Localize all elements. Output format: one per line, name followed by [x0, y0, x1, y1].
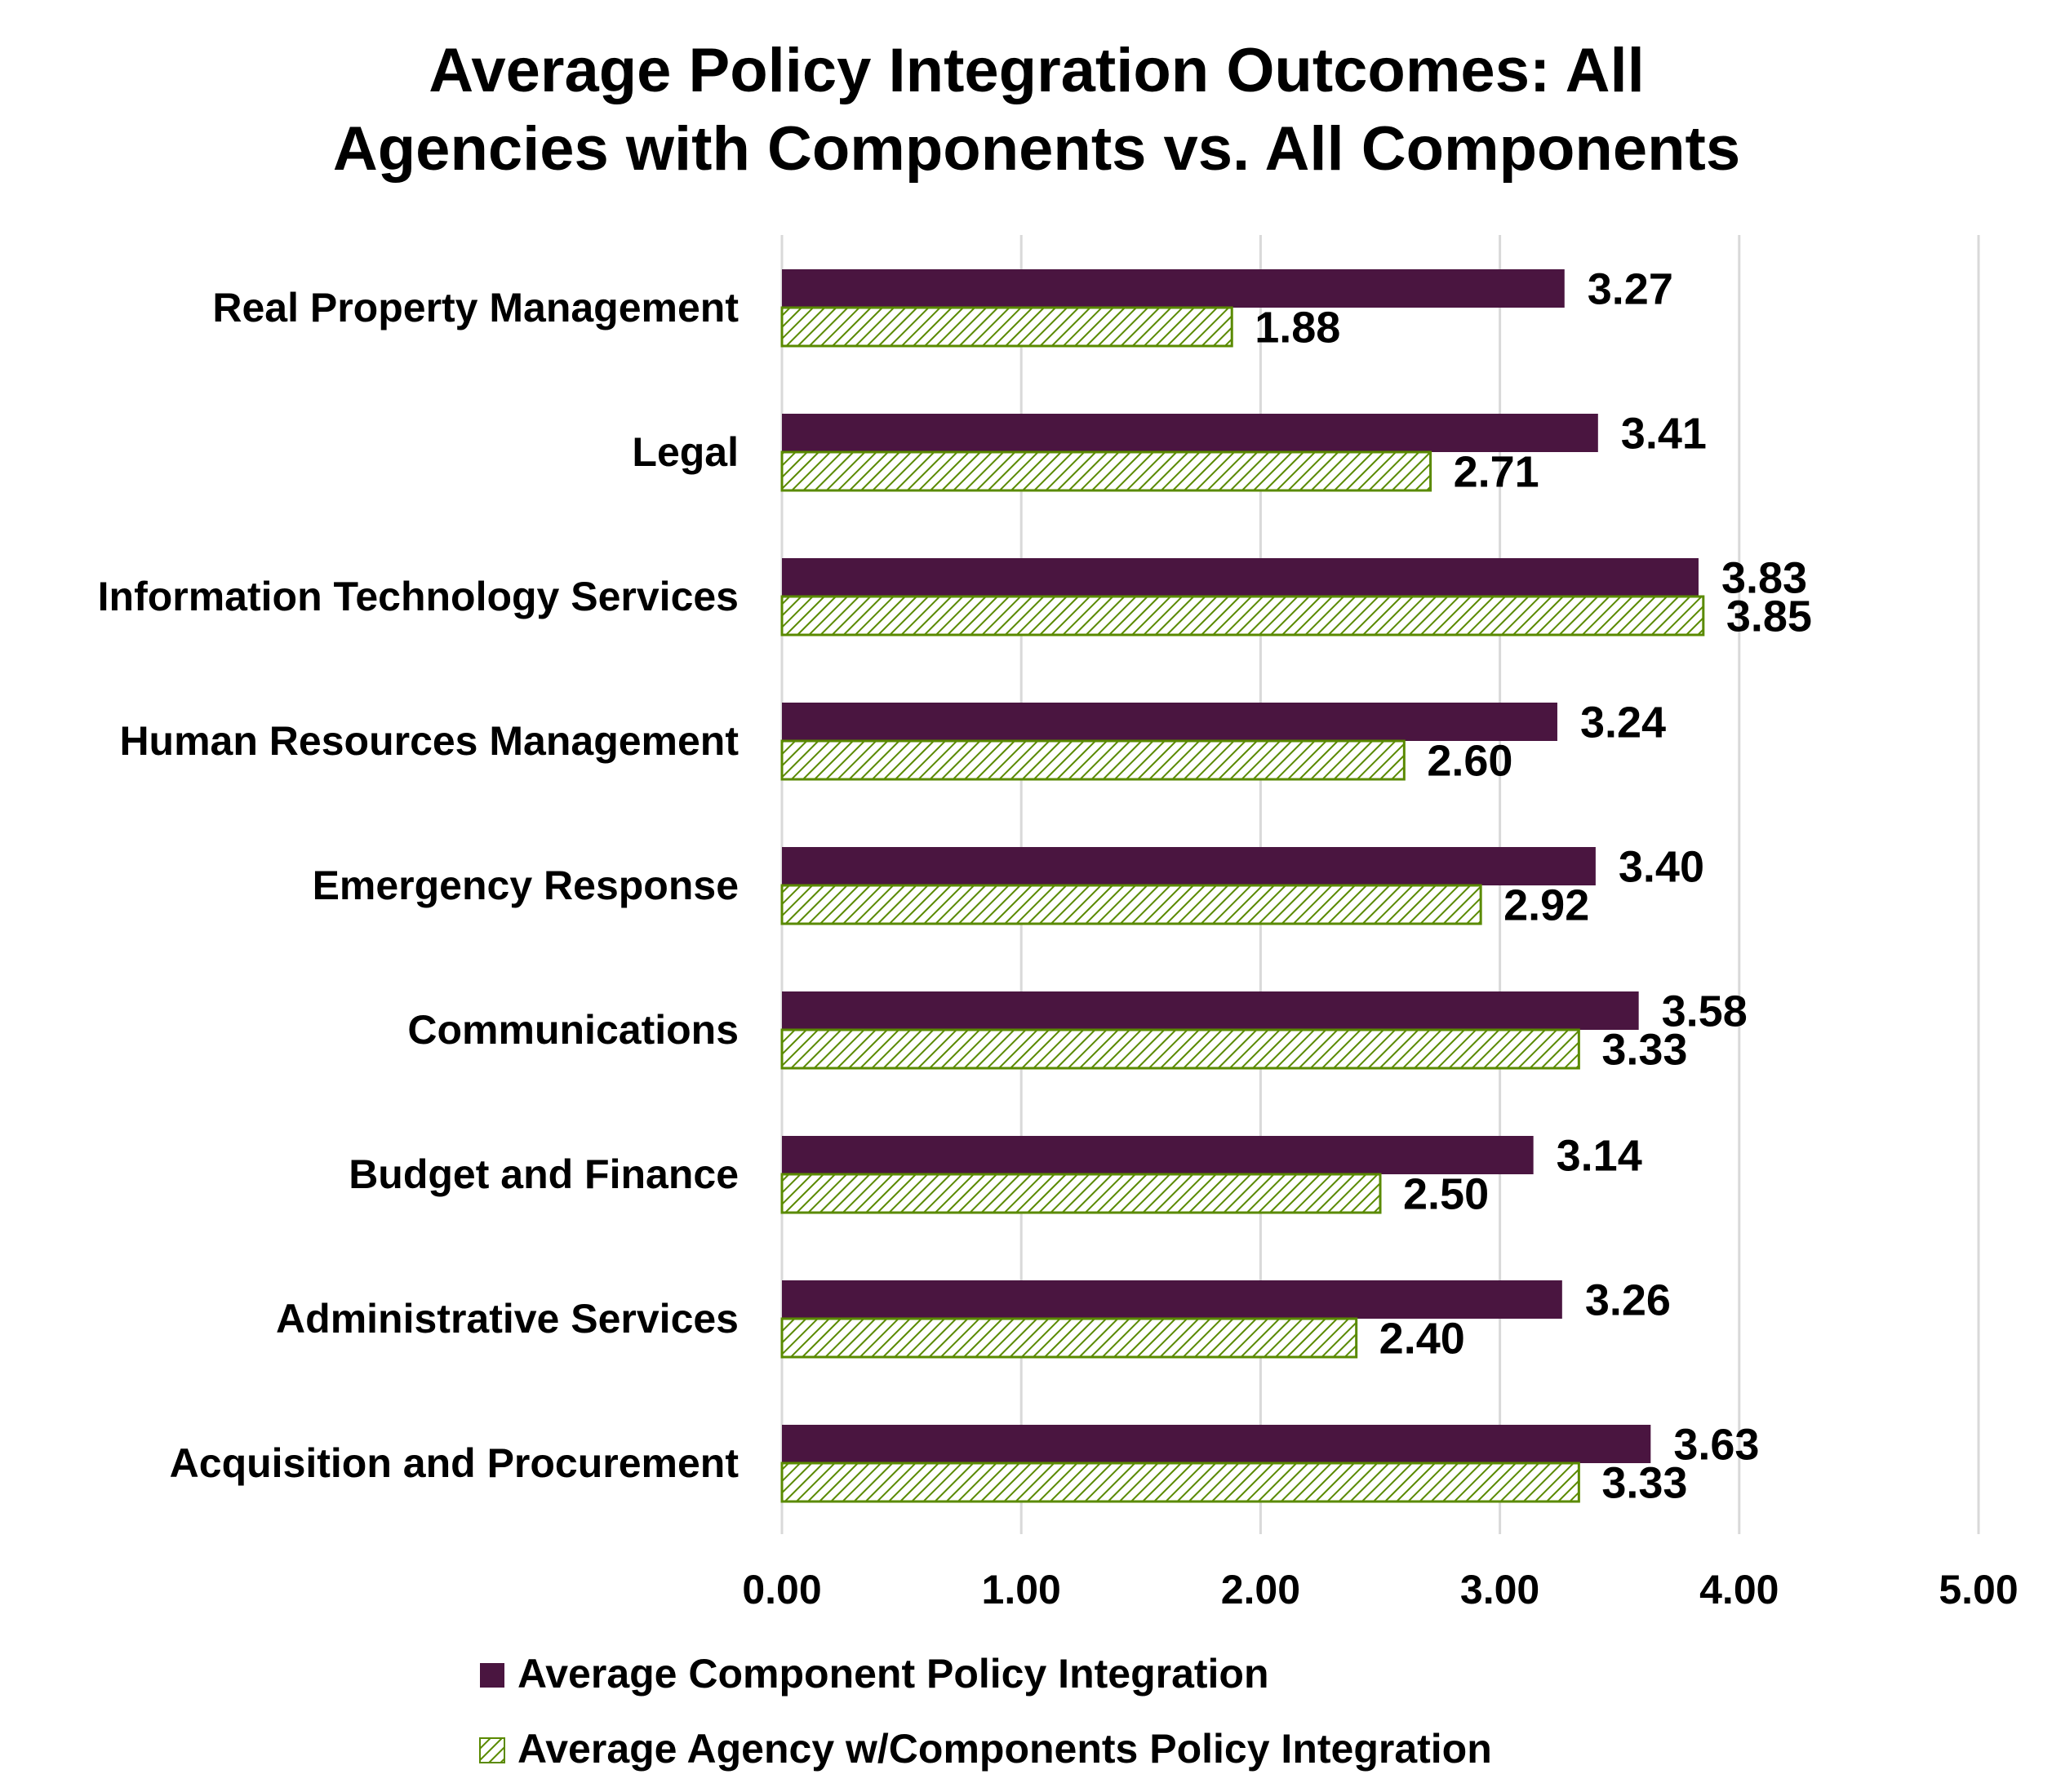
- x-tick-label: 3.00: [1460, 1567, 1539, 1612]
- bar-component: [782, 414, 1598, 452]
- data-label: 3.41: [1621, 410, 1707, 459]
- bar-agency: [780, 739, 1406, 781]
- data-label: 3.83: [1721, 554, 1807, 603]
- category-label: Administrative Services: [276, 1296, 739, 1342]
- bar-agency: [780, 1028, 1580, 1070]
- x-tick-label: 5.00: [1939, 1567, 2018, 1612]
- bar-agency: [780, 595, 1705, 637]
- legend-swatch-agency: [479, 1737, 505, 1763]
- legend: Average Component Policy Integration Ave…: [479, 1651, 1492, 1772]
- bar-component: [782, 269, 1565, 308]
- bar-agency: [780, 1462, 1580, 1503]
- bar-component: [782, 847, 1596, 885]
- legend-label-component: Average Component Policy Integration: [517, 1651, 1269, 1697]
- data-label: 3.24: [1580, 699, 1666, 747]
- category-label: Legal: [632, 429, 739, 475]
- legend-label-agency: Average Agency w/Components Policy Integ…: [517, 1726, 1492, 1772]
- data-label: 3.85: [1726, 592, 1812, 641]
- data-label: 3.40: [1619, 843, 1704, 892]
- data-label: 3.14: [1557, 1132, 1642, 1181]
- data-label: 3.33: [1601, 1026, 1687, 1075]
- bar-component: [782, 1136, 1534, 1174]
- data-label: 2.92: [1503, 881, 1589, 930]
- bar-component: [782, 558, 1699, 597]
- data-label: 2.40: [1379, 1315, 1465, 1364]
- category-label: Information Technology Services: [98, 574, 739, 619]
- data-label: 3.26: [1585, 1276, 1671, 1325]
- x-tick-label: 2.00: [1221, 1567, 1300, 1612]
- legend-swatch-component: [480, 1663, 504, 1688]
- category-label: Communications: [407, 1007, 739, 1053]
- category-label: Human Resources Management: [119, 718, 739, 764]
- category-label: Acquisition and Procurement: [170, 1440, 740, 1486]
- x-tick-label: 1.00: [982, 1567, 1061, 1612]
- x-tick-label: 4.00: [1699, 1567, 1779, 1612]
- bar-component: [782, 991, 1639, 1030]
- x-tick-label: 0.00: [742, 1567, 821, 1612]
- bar-agency: [780, 450, 1432, 492]
- category-label: Budget and Finance: [349, 1151, 739, 1197]
- data-label: 1.88: [1255, 304, 1340, 353]
- bar-component: [782, 1280, 1562, 1319]
- category-label: Emergency Response: [313, 863, 739, 908]
- data-label: 3.58: [1662, 987, 1748, 1036]
- data-label: 2.50: [1403, 1170, 1489, 1219]
- data-label: 3.27: [1588, 265, 1673, 314]
- bar-agency: [780, 884, 1482, 925]
- data-label: 3.33: [1601, 1459, 1687, 1508]
- bar-component: [782, 703, 1557, 741]
- category-label: Real Property Management: [212, 285, 739, 330]
- bar-agency: [780, 306, 1233, 348]
- data-label: 2.71: [1454, 448, 1539, 497]
- bar-agency: [780, 1173, 1382, 1214]
- chart-title-line-2: Agencies with Components vs. All Compone…: [333, 114, 1740, 184]
- chart-title-line-1: Average Policy Integration Outcomes: All: [429, 36, 1644, 105]
- data-label: 3.63: [1673, 1421, 1759, 1470]
- bar-agency: [780, 1317, 1358, 1359]
- bar-component: [782, 1425, 1651, 1463]
- data-label: 2.60: [1427, 737, 1512, 786]
